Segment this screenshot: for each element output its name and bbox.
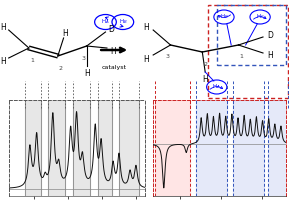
- Text: H: H: [143, 22, 149, 31]
- Text: 1: 1: [30, 58, 34, 64]
- Text: 3: 3: [166, 54, 170, 60]
- Bar: [73, 100, 90, 196]
- Text: H: H: [62, 29, 68, 38]
- Text: H: H: [143, 54, 149, 64]
- Text: 3: 3: [82, 56, 86, 62]
- Bar: [25, 100, 41, 196]
- Text: H: H: [0, 23, 6, 32]
- Text: 1: 1: [239, 54, 243, 60]
- Text: H$_A$: H$_A$: [212, 83, 221, 91]
- Text: H$_C$: H$_C$: [256, 13, 264, 21]
- Text: H$_B$: H$_B$: [118, 18, 127, 26]
- Text: H: H: [267, 50, 273, 60]
- Bar: [98, 100, 112, 196]
- Text: 2: 2: [203, 62, 207, 66]
- Text: H: H: [202, 75, 208, 84]
- Bar: [208, 5, 288, 98]
- Text: H$_A$: H$_A$: [101, 18, 110, 26]
- Bar: [119, 100, 139, 196]
- Bar: [155, 100, 190, 196]
- Bar: [233, 100, 264, 196]
- Text: D: D: [108, 25, 114, 34]
- Bar: [196, 100, 227, 196]
- Bar: [268, 100, 288, 196]
- Text: H$_B$: H$_B$: [220, 13, 228, 21]
- Text: H: H: [84, 70, 90, 78]
- Text: catalyst: catalyst: [102, 64, 127, 70]
- Text: 2: 2: [59, 66, 63, 72]
- Text: H: H: [110, 47, 116, 56]
- Bar: [48, 100, 65, 196]
- Bar: [217, 5, 286, 65]
- Text: D: D: [267, 30, 273, 40]
- Text: H: H: [0, 58, 6, 66]
